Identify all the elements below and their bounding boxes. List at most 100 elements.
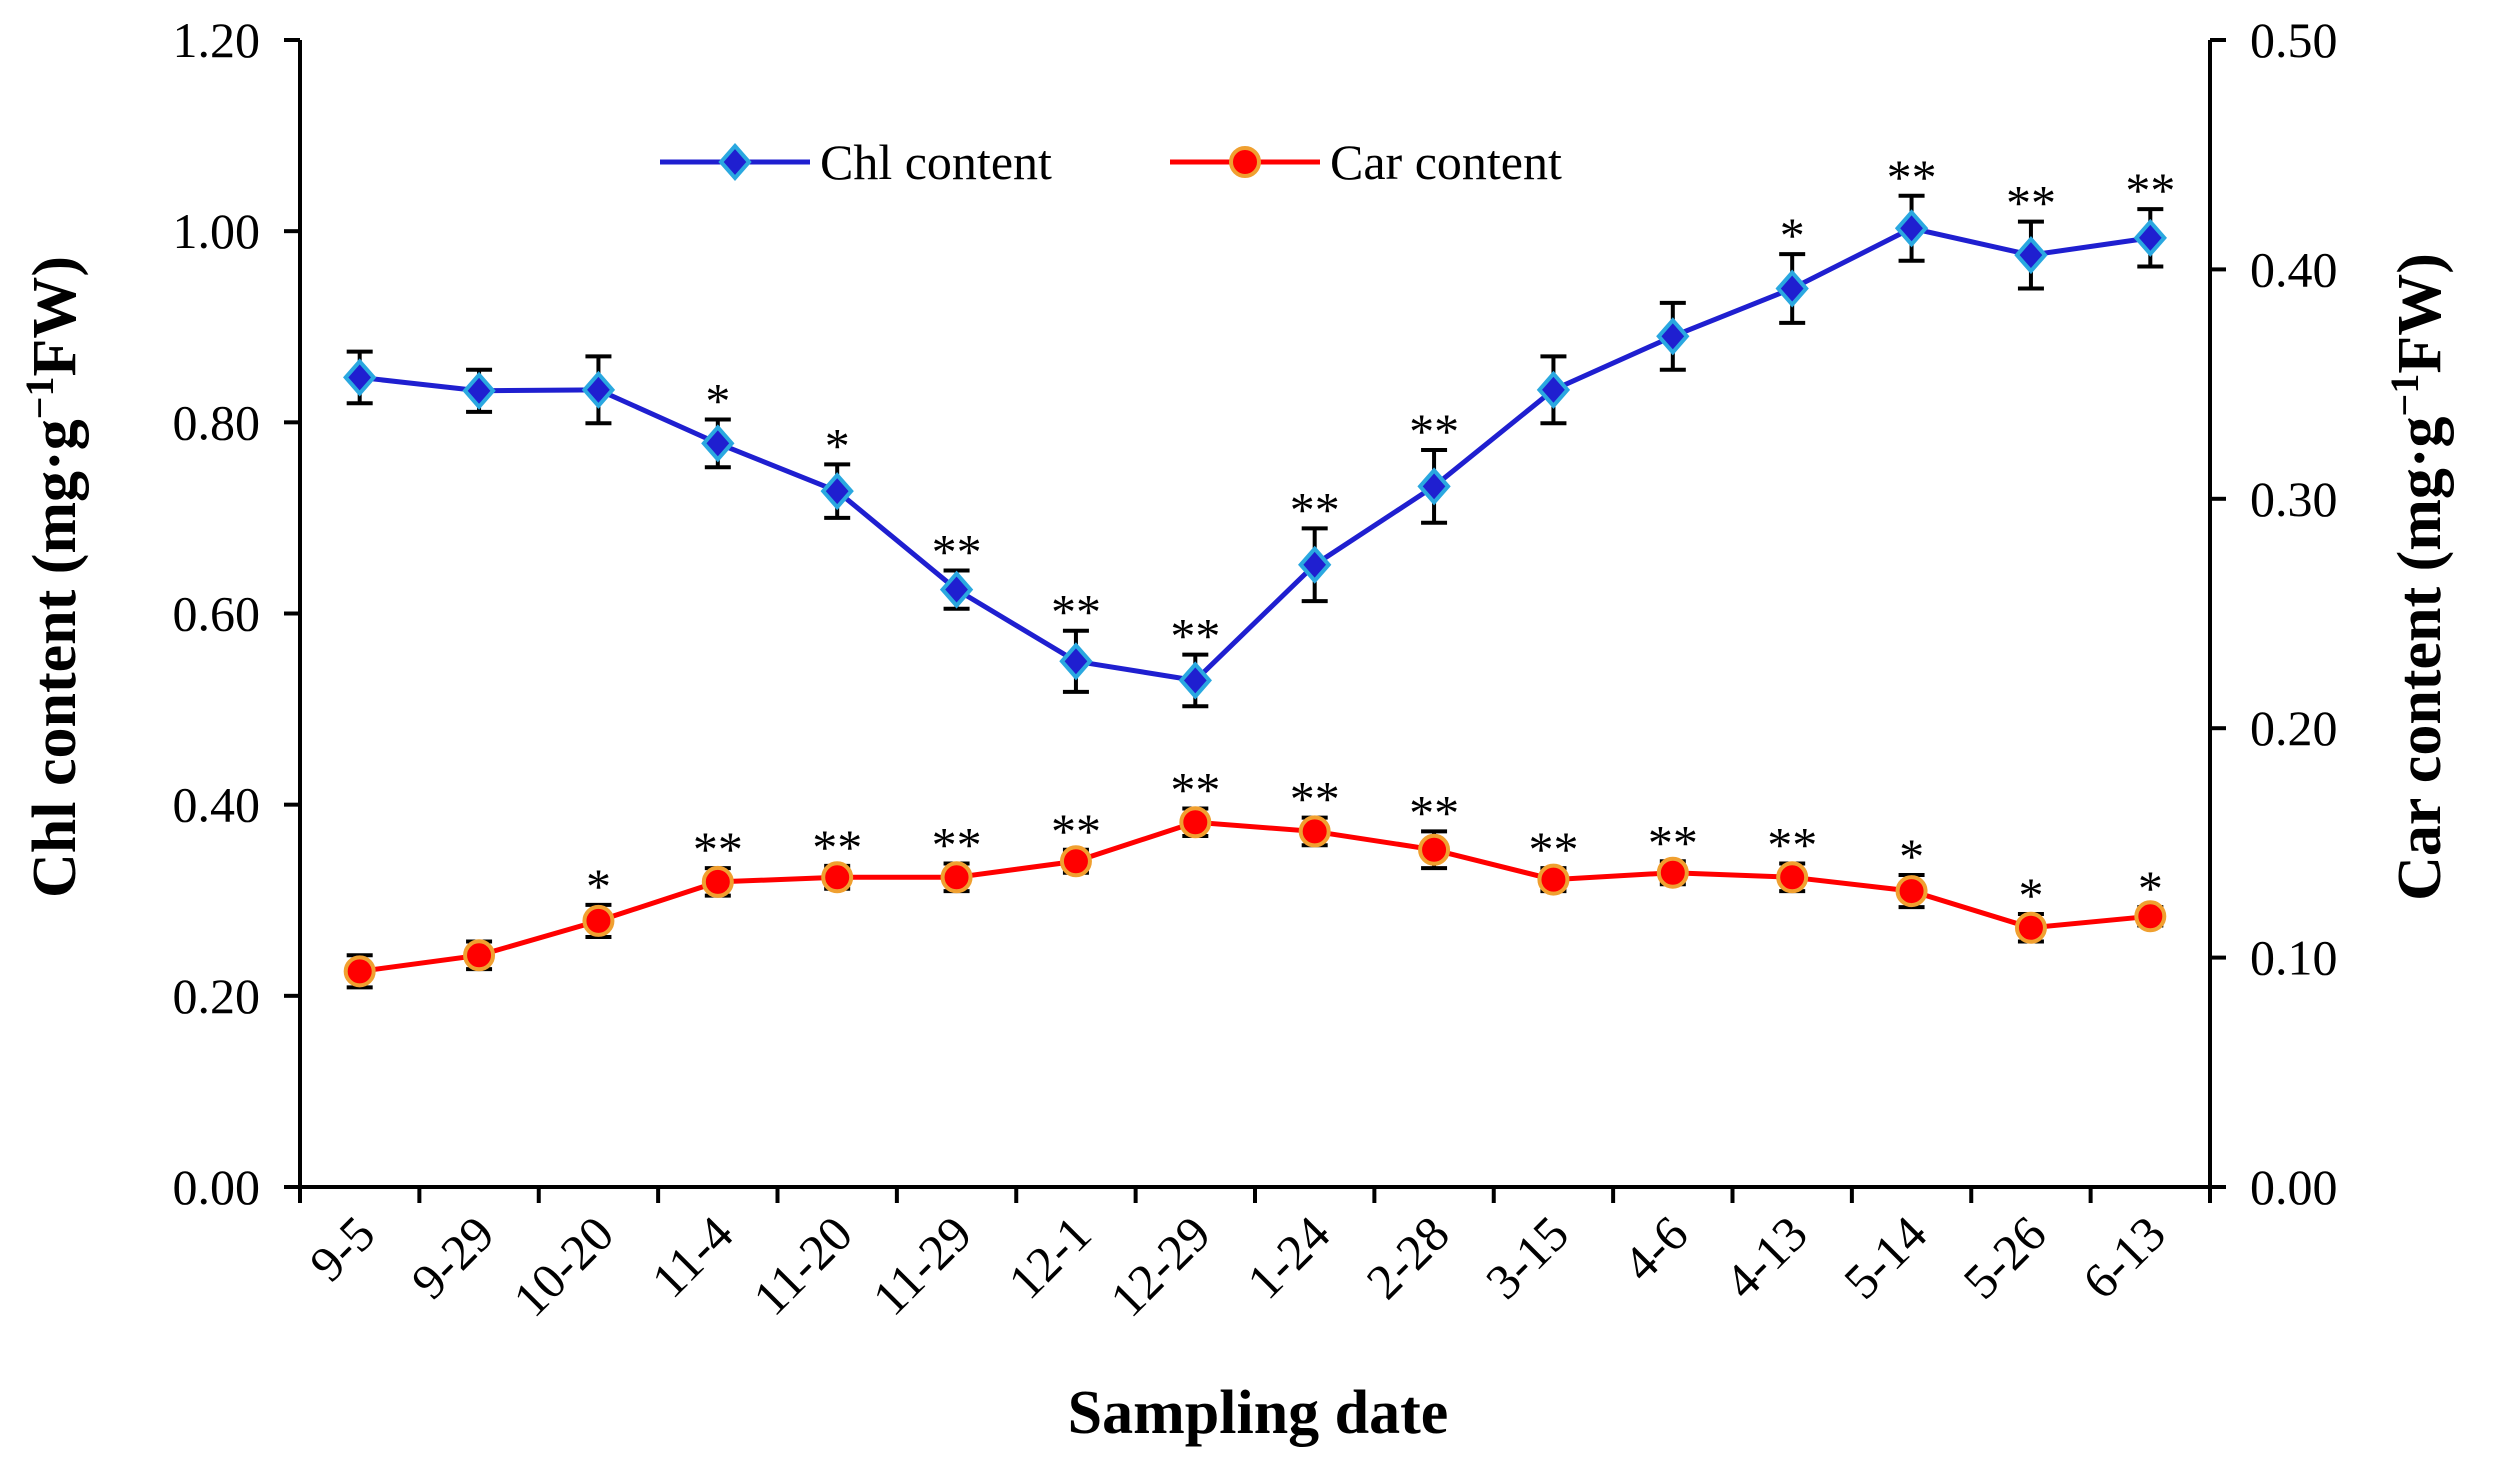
legend: Chl content Car content <box>660 134 1562 190</box>
data-point <box>2133 218 2167 257</box>
left-y-axis-title-end: FW) <box>21 256 89 377</box>
data-point <box>1656 317 1690 356</box>
data-point <box>1656 856 1689 889</box>
right-y-axis-title-sup: −1 <box>2382 374 2427 417</box>
significance-label: ** <box>1290 481 1340 537</box>
x-tick-label: 4-6 <box>1612 1205 1699 1292</box>
data-point <box>1536 370 1571 409</box>
x-axis-title: Sampling date <box>1068 1379 1449 1447</box>
significance-label: ** <box>1051 584 1101 640</box>
right-y-axis-title: Car content (mg·g−1FW) <box>2382 253 2454 901</box>
series-line <box>359 225 2151 684</box>
left-y-axis-title-main: Chl content (mg·g <box>21 419 89 898</box>
data-point <box>939 570 974 609</box>
data-point <box>1537 863 1570 896</box>
left-tick-label: 1.20 <box>173 12 261 68</box>
data-point <box>343 955 376 988</box>
x-tick-label: 5-26 <box>1952 1205 2056 1309</box>
significance-label: ** <box>1051 803 1101 859</box>
data-point <box>2134 900 2167 933</box>
data-point <box>701 865 734 898</box>
right-tick-label: 0.00 <box>2250 1159 2338 1215</box>
series-layer: ****** ********* ** ***** ** ** **** ** **** ** **… <box>343 149 2175 990</box>
right-tick-label: 0.10 <box>2250 930 2338 986</box>
significance-label: ** <box>1528 821 1578 877</box>
left-y-axis: 0.00 0.20 0.40 0.60 0.80 1.00 1.20 <box>173 12 300 1215</box>
left-y-axis-title-sup: −1 <box>17 376 62 419</box>
significance-label: * <box>825 417 850 473</box>
data-point <box>701 424 735 463</box>
data-point <box>1776 861 1809 894</box>
right-tick-label: 0.30 <box>2250 471 2338 527</box>
left-tick-label: 0.80 <box>173 394 261 450</box>
data-point <box>581 370 616 409</box>
right-y-axis-title-main: Car content (mg·g <box>2386 416 2454 900</box>
series-line <box>359 819 2151 974</box>
left-tick-label: 0.00 <box>173 1159 261 1215</box>
x-tick-label: 12-1 <box>997 1205 1101 1309</box>
data-point <box>462 371 496 410</box>
significance-label: ** <box>2006 175 2056 231</box>
data-point <box>1298 545 1332 584</box>
significance-label: ** <box>932 817 982 873</box>
x-tick-label: 12-29 <box>1099 1205 1221 1327</box>
significance-label: ** <box>1887 149 1937 205</box>
data-point <box>1894 209 1929 248</box>
significance-label: ** <box>1767 817 1817 873</box>
data-point <box>463 939 496 972</box>
significance-label: * <box>2138 860 2163 916</box>
significance-label: ** <box>693 821 743 877</box>
significance-label: ** <box>2125 162 2175 218</box>
left-y-axis-title: Chl content (mg·g−1FW) <box>17 256 89 898</box>
x-tick-label: 1-24 <box>1236 1205 1340 1309</box>
left-tick-label: 0.40 <box>173 777 261 833</box>
data-point <box>2014 911 2047 944</box>
right-tick-label: 0.40 <box>2250 241 2338 297</box>
x-tick-label: 2-28 <box>1355 1205 1459 1309</box>
data-point <box>820 472 854 511</box>
data-point <box>1298 815 1331 848</box>
significance-label: ** <box>932 523 982 579</box>
data-point <box>1178 661 1212 700</box>
significance-label: ** <box>1409 784 1459 840</box>
data-point <box>1418 833 1451 866</box>
left-tick-label: 0.20 <box>173 968 261 1024</box>
x-tick-label: 4-13 <box>1714 1205 1818 1309</box>
x-tick-label: 3-15 <box>1475 1205 1579 1309</box>
x-tick-label: 9-29 <box>400 1205 504 1309</box>
legend-item-2: Car content <box>1170 134 1562 190</box>
right-y-axis-title-end: FW) <box>2386 253 2454 374</box>
significance-label: * <box>586 858 611 914</box>
data-point <box>1059 845 1092 878</box>
series-2: *** ** ** **** ** **** ** ** ** * <box>343 761 2167 990</box>
significance-label: * <box>705 372 730 428</box>
right-y-axis: 0.00 0.10 0.20 0.30 0.40 0.50 <box>2210 12 2338 1215</box>
legend-label: Car content <box>1330 134 1562 190</box>
data-point <box>1895 875 1928 908</box>
data-point <box>1417 467 1451 506</box>
data-point <box>582 904 615 937</box>
left-tick-label: 1.00 <box>173 203 261 259</box>
left-tick-label: 0.60 <box>173 586 261 642</box>
series-1: ****** ********* ** ** <box>343 149 2175 709</box>
significance-label: ** <box>1409 403 1459 459</box>
significance-label: ** <box>1170 761 1220 817</box>
x-tick-label: 6-13 <box>2072 1205 2176 1309</box>
significance-label: ** <box>1170 608 1220 664</box>
significance-label: ** <box>812 819 862 875</box>
data-point <box>2014 236 2048 275</box>
data-point <box>1059 642 1093 681</box>
right-tick-label: 0.20 <box>2250 700 2338 756</box>
significance-label: ** <box>1648 814 1698 870</box>
significance-label: * <box>2018 867 2043 923</box>
x-tick-label: 9-5 <box>299 1205 386 1292</box>
legend-item-1: Chl content <box>660 134 1052 190</box>
x-tick-label: 11-4 <box>640 1205 743 1308</box>
significance-label: ** <box>1290 771 1340 827</box>
data-point <box>1775 269 1809 308</box>
right-tick-label: 0.50 <box>2250 12 2338 68</box>
x-tick-label: 11-29 <box>862 1205 983 1326</box>
data-point <box>1179 806 1212 839</box>
